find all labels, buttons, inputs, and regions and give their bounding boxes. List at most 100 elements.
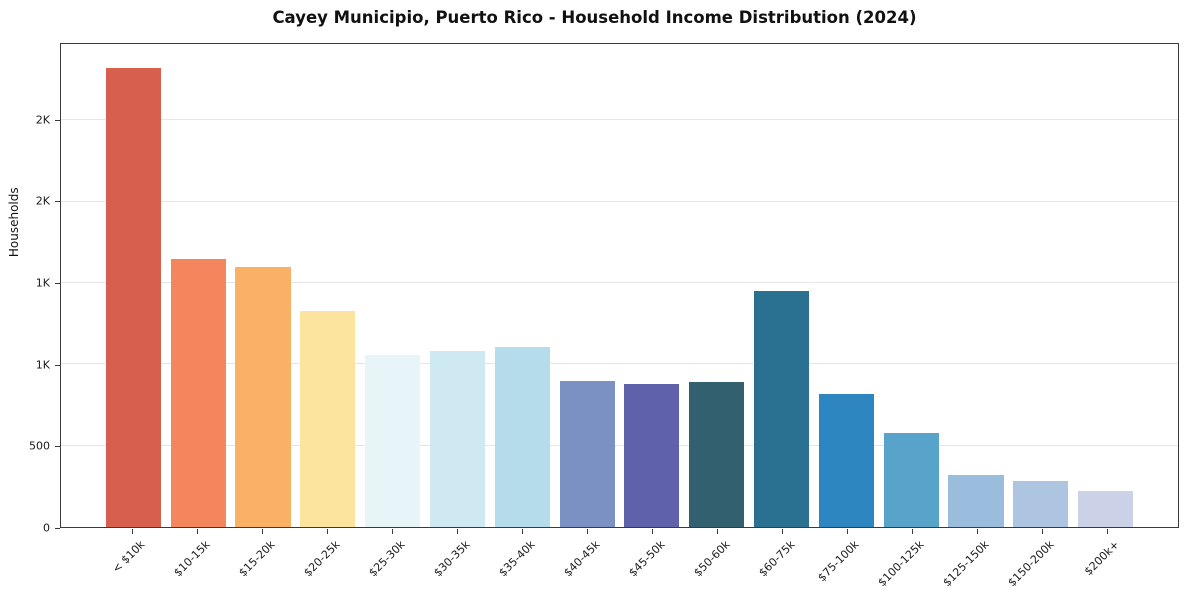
- bar-slot: [684, 44, 749, 527]
- bar-slot: [490, 44, 555, 527]
- bar-slot: [749, 44, 814, 527]
- x-tick-label: $45-50k: [625, 538, 668, 580]
- x-tick-slot: $15-20k: [230, 529, 295, 589]
- y-tick-mark: [55, 119, 60, 121]
- y-tick-label: 0: [43, 521, 50, 535]
- x-tick-label: $100-125k: [875, 538, 927, 590]
- y-tick-label: 500: [29, 439, 50, 453]
- x-tick-mark: [522, 529, 524, 534]
- x-tick-mark: [976, 529, 978, 534]
- bar-$75-100k: [818, 393, 874, 527]
- x-tick-slot: $20-25k: [295, 529, 360, 589]
- bar-$20-25k: [300, 310, 356, 527]
- x-tick-slot: $150-200k: [1005, 529, 1074, 590]
- y-tick-mark: [55, 283, 60, 285]
- bar-slot: [1073, 44, 1138, 527]
- bar-$50-60k: [689, 382, 745, 527]
- x-tick-label: $150-200k: [1005, 538, 1057, 590]
- bar-< $10k: [105, 67, 161, 527]
- bar-slot: [101, 44, 166, 527]
- bar-slot: [360, 44, 425, 527]
- bar-slot: [295, 44, 360, 527]
- x-tick-label: < $10k: [110, 538, 148, 576]
- x-tick-mark: [1041, 529, 1043, 534]
- x-tick-mark: [392, 529, 394, 534]
- gridline: [61, 444, 1178, 446]
- x-tick-mark: [262, 529, 264, 534]
- bar-$150-200k: [1013, 481, 1069, 527]
- x-tick-slot: $75-100k: [814, 529, 879, 589]
- bar-$200k+: [1078, 491, 1134, 527]
- x-tick-label: $50-60k: [690, 538, 733, 580]
- bar-$10-15k: [170, 258, 226, 527]
- y-tick-mark: [55, 364, 60, 366]
- x-tick-slot: $125-150k: [940, 529, 1009, 590]
- bar-$125-150k: [948, 474, 1004, 527]
- x-tick-slot: $35-40k: [490, 529, 555, 589]
- x-tick-mark: [197, 529, 199, 534]
- x-tick-slot: $10-15k: [165, 529, 230, 589]
- bar-slot: [425, 44, 490, 527]
- x-tick-mark: [846, 529, 848, 534]
- x-tick-label: $60-75k: [755, 538, 798, 580]
- x-tick-slot: $45-50k: [620, 529, 685, 589]
- x-tick-label: $40-45k: [560, 538, 603, 580]
- x-tick-slot: < $10k: [100, 529, 165, 589]
- y-tick-label: 2K: [35, 113, 50, 127]
- gridline: [61, 282, 1178, 284]
- bar-$45-50k: [624, 383, 680, 527]
- x-tick-mark: [716, 529, 718, 534]
- gridline: [61, 363, 1178, 365]
- x-tick-mark: [327, 529, 329, 534]
- x-tick-label: $10-15k: [171, 538, 213, 580]
- x-tick-mark: [911, 529, 913, 534]
- bar-slot: [231, 44, 296, 527]
- gridline: [61, 200, 1178, 202]
- x-tick-slot: $60-75k: [749, 529, 814, 589]
- y-tick-label: 1K: [35, 358, 50, 372]
- x-tick-slot: $100-125k: [875, 529, 944, 590]
- y-tick-label: 2K: [35, 194, 50, 208]
- x-tick-slot: $25-30k: [360, 529, 425, 589]
- bar-series: [61, 44, 1178, 527]
- x-tick-mark: [1106, 529, 1108, 534]
- gridline: [61, 119, 1178, 121]
- bar-slot: [1008, 44, 1073, 527]
- x-tick-slot: $40-45k: [555, 529, 620, 589]
- bar-$60-75k: [753, 291, 810, 527]
- bar-slot: [944, 44, 1009, 527]
- x-tick-label: $30-35k: [431, 538, 473, 580]
- bar-$30-35k: [429, 351, 485, 527]
- bar-slot: [879, 44, 944, 527]
- bar-$25-30k: [365, 354, 421, 527]
- bar-$40-45k: [559, 380, 615, 527]
- x-tick-slot: $30-35k: [425, 529, 490, 589]
- plot-area: [60, 43, 1179, 528]
- x-tick-mark: [651, 529, 653, 534]
- x-tick-slot: $200k+: [1074, 529, 1139, 589]
- x-tick-mark: [132, 529, 134, 534]
- y-tick-mark: [55, 446, 60, 448]
- x-tick-label: $25-30k: [366, 538, 408, 580]
- bar-$100-125k: [883, 432, 939, 527]
- x-tick-label: $20-25k: [301, 538, 343, 580]
- x-tick-mark: [587, 529, 589, 534]
- y-tick-mark: [55, 528, 60, 529]
- chart-title: Cayey Municipio, Puerto Rico - Household…: [272, 8, 917, 27]
- x-tick-label: $75-100k: [815, 538, 862, 585]
- y-tick-mark: [55, 201, 60, 203]
- x-tick-label: $200k+: [1081, 538, 1122, 579]
- x-tick-mark: [457, 529, 459, 534]
- bar-slot: [620, 44, 685, 527]
- x-tick-label: $35-40k: [496, 538, 538, 580]
- x-tick-label: $15-20k: [236, 538, 278, 580]
- bar-$35-40k: [494, 346, 550, 527]
- bar-slot: [814, 44, 879, 527]
- bar-slot: [555, 44, 620, 527]
- bar-slot: [166, 44, 231, 527]
- x-tick-slot: $50-60k: [684, 529, 749, 589]
- x-tick-mark: [781, 529, 783, 534]
- gridlines: [61, 44, 1178, 527]
- x-tick-label: $125-150k: [940, 538, 992, 590]
